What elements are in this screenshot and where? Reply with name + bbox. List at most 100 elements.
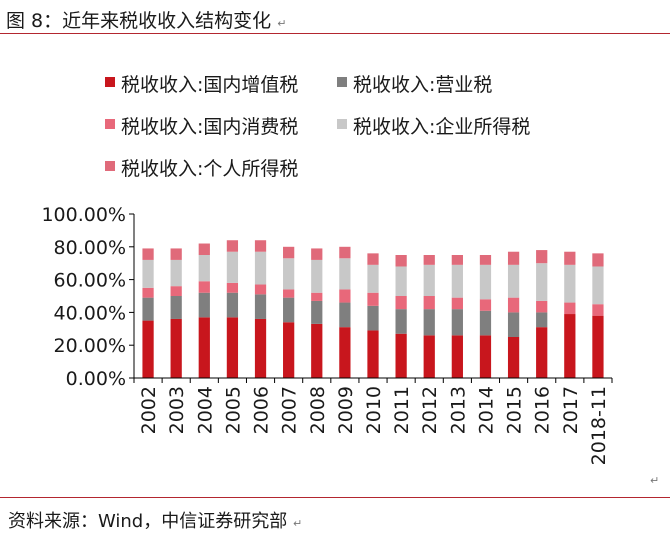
figure-title: 图 8：近年来税收收入结构变化 ↵ (6, 6, 286, 33)
bar-segment (479, 335, 492, 378)
legend-label: 税收收入:国内消费税 (121, 116, 298, 138)
bar-segment (339, 302, 351, 328)
bar-segment (226, 282, 239, 293)
y-tick-label: 100.00% (41, 204, 126, 226)
bar-segment (479, 264, 492, 300)
bar-segment (283, 297, 295, 323)
bar-segment (283, 289, 295, 298)
bar-segment (564, 302, 576, 315)
legend-swatch (337, 119, 347, 129)
bar-segment (367, 305, 379, 331)
bar-segment (198, 281, 210, 293)
bar-segment (170, 259, 182, 287)
bar-segment (254, 240, 267, 252)
legend-swatch (105, 119, 115, 129)
bar-segment (283, 258, 295, 290)
bar-segment (226, 251, 239, 283)
legend-label: 税收收入:营业税 (353, 74, 492, 96)
bar-segment (423, 309, 435, 336)
bar-series-group (142, 240, 604, 378)
bar-segment (311, 248, 323, 260)
y-axis: 100.00% 80.00% 60.00% 40.00% 20.00% 0.00% (41, 204, 135, 390)
bar-segment (451, 255, 463, 265)
bar-segment (507, 264, 520, 298)
bar-segment (395, 296, 407, 310)
bar-segment (142, 287, 154, 298)
bar-segment (395, 333, 407, 378)
legend-label: 税收收入:个人所得税 (121, 158, 298, 180)
x-tick-label: 2002 (138, 386, 160, 434)
bar-segment (564, 264, 576, 303)
x-tick-label: 2009 (335, 386, 357, 434)
bar-segment (451, 335, 463, 378)
bar-segment (479, 255, 492, 265)
bar-segment (170, 248, 182, 260)
bar-segment (592, 304, 604, 316)
y-tick-label: 0.00% (66, 368, 126, 390)
x-tick-label: 2018-11 (588, 386, 610, 465)
x-tick-label: 2003 (166, 386, 188, 434)
legend-swatch (337, 77, 347, 87)
x-tick-label: 2008 (307, 386, 329, 434)
bar-segment (198, 243, 210, 255)
y-tick-label: 40.00% (54, 302, 126, 324)
bar-segment (142, 297, 154, 321)
legend-swatch (105, 161, 115, 171)
x-tick-label: 2017 (560, 386, 582, 434)
bar-segment (564, 314, 576, 378)
x-tick-label: 2015 (504, 386, 526, 434)
bar-segment (423, 255, 435, 265)
bar-segment (254, 284, 267, 295)
bar-segment (142, 259, 154, 288)
bar-segment (536, 327, 548, 378)
x-tick-label: 2013 (447, 386, 469, 434)
bar-segment (367, 330, 379, 378)
x-tick-label: 2006 (251, 386, 273, 434)
source-note: 资料来源：Wind，中信证券研究部 ↵ (8, 507, 302, 533)
bar-segment (283, 246, 295, 259)
paragraph-mark-icon: ↵ (277, 17, 287, 30)
x-tick-label: 2010 (363, 386, 385, 434)
bar-segment (283, 322, 295, 378)
y-tick-label: 80.00% (54, 237, 126, 259)
bar-segment (395, 309, 407, 334)
x-axis: 2002 2003 2004 2005 2006 2007 2008 2009 2010 2011… (133, 377, 613, 465)
x-tick-label: 2012 (419, 386, 441, 434)
x-tick-label: 2004 (194, 386, 216, 434)
x-tick-label: 2016 (532, 386, 554, 434)
bar-segment (170, 286, 182, 296)
bar-segment (226, 292, 239, 318)
figure-title-text: 图 8：近年来税收收入结构变化 (6, 10, 272, 32)
bar-segment (451, 297, 463, 310)
bar-segment (564, 251, 576, 265)
bar-segment (170, 318, 182, 378)
bar-segment (142, 248, 154, 260)
bar-segment (507, 337, 520, 378)
x-tick-label: 2007 (279, 386, 301, 434)
bar-segment (170, 296, 182, 319)
paragraph-mark-icon: ↵ (650, 474, 660, 487)
bar-segment (198, 292, 210, 318)
bar-segment (395, 266, 407, 296)
y-tick-label: 60.00% (54, 270, 126, 292)
x-tick-label: 2014 (475, 386, 497, 434)
bar-segment (339, 258, 351, 290)
bar-segment (479, 310, 492, 336)
legend-label: 税收收入:国内增值税 (121, 74, 298, 96)
bar-segment (311, 300, 323, 324)
bar-segment (254, 294, 267, 319)
x-tick-label: 2011 (391, 386, 413, 434)
bar-segment (536, 300, 548, 313)
bar-segment (142, 320, 154, 378)
bar-segment (479, 299, 492, 311)
bar-segment (592, 266, 604, 305)
bar-segment (395, 255, 407, 267)
bar-segment (507, 312, 520, 337)
bar-segment (198, 255, 210, 282)
bar-segment (198, 317, 210, 378)
y-tick-label: 20.00% (54, 335, 126, 357)
x-tick-label: 2005 (222, 386, 244, 434)
bar-segment (423, 335, 435, 378)
bar-segment (507, 251, 520, 265)
bar-segment (339, 246, 351, 259)
